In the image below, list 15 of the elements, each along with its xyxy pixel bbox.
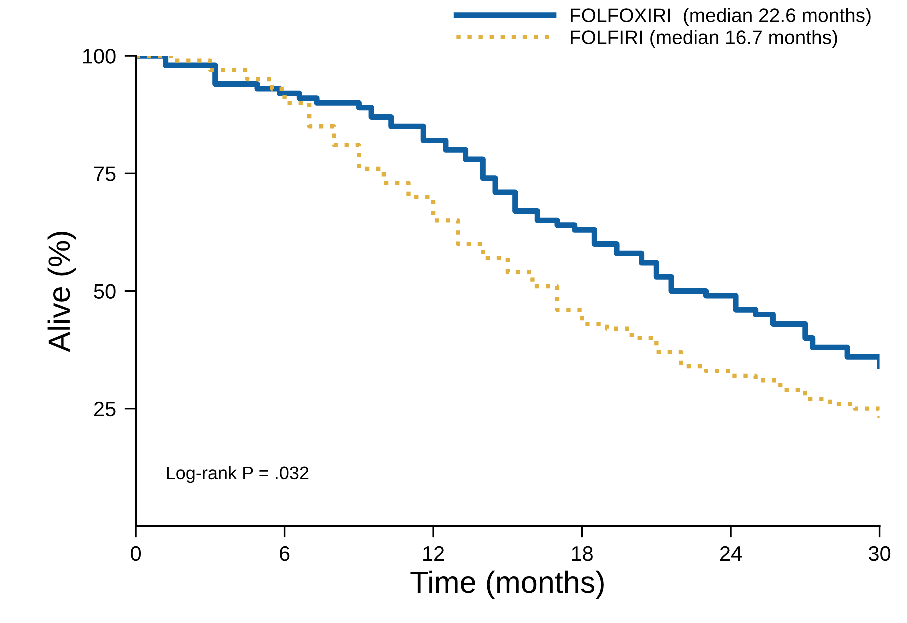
x-axis-title: Time (months)	[410, 570, 604, 600]
x-tick-label: 0	[131, 546, 142, 562]
x-tick-label: 24	[720, 546, 742, 561]
annotation: Log-rank P = .032	[167, 466, 309, 484]
y-tick-label: 50	[94, 284, 116, 300]
x-tick-label: 18	[572, 546, 593, 562]
x-tick-label: 30	[869, 546, 891, 562]
legend-label: FOLFIRI (median 16.7 months)	[571, 30, 838, 48]
x-tick-label: 6	[280, 546, 290, 562]
x-tick-label: 12	[424, 546, 444, 561]
legend-label: FOLFOXIRI (median 22.6 months)	[571, 8, 871, 26]
y-tick-label: 100	[83, 49, 116, 64]
y-tick-label: 25	[94, 402, 116, 417]
y-axis-title: Alive (%)	[48, 232, 76, 352]
y-tick-label: 75	[94, 166, 116, 182]
